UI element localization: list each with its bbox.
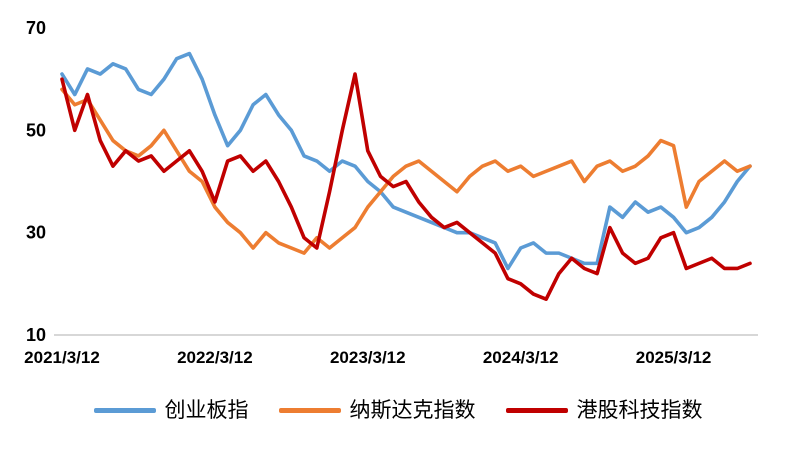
- series-line-纳斯达克指数: [60, 87, 752, 255]
- legend-item-chuangyebanzhi: 创业板指: [93, 399, 249, 422]
- line-chart: 10 30 50 70 2021/3/12 2022/3/12 2023/3/12 2024/…: [24, 18, 758, 367]
- y-axis-tick-label: 70: [26, 18, 46, 38]
- legend-swatch-blue-line: [93, 408, 156, 413]
- legend-swatch-red-line: [505, 408, 568, 413]
- y-axis-tick-label: 50: [26, 120, 46, 140]
- series-line-创业板指: [60, 51, 752, 271]
- legend-label-hk-tech: 港股科技指数: [576, 399, 703, 422]
- legend-item-nasdaq: 纳斯达克指数: [278, 399, 476, 422]
- x-axis-tick-label: 2025/3/12: [636, 348, 712, 367]
- x-axis-tick-label: 2022/3/12: [177, 348, 253, 367]
- x-axis-tick-label: 2021/3/12: [24, 348, 100, 367]
- legend-label-chuangyebanzhi: 创业板指: [164, 399, 249, 422]
- y-axis-tick-label: 10: [26, 325, 46, 345]
- x-axis-tick-label: 2023/3/12: [330, 348, 406, 367]
- legend-item-hk-tech: 港股科技指数: [505, 399, 703, 422]
- y-axis-tick-label: 30: [26, 223, 46, 243]
- x-axis-tick-label: 2024/3/12: [483, 348, 559, 367]
- series-line-港股科技指数: [60, 72, 752, 301]
- legend-label-nasdaq: 纳斯达克指数: [349, 399, 476, 422]
- chart-legend: 创业板指 纳斯达克指数 港股科技指数: [0, 400, 796, 421]
- legend-swatch-orange-line: [278, 408, 341, 413]
